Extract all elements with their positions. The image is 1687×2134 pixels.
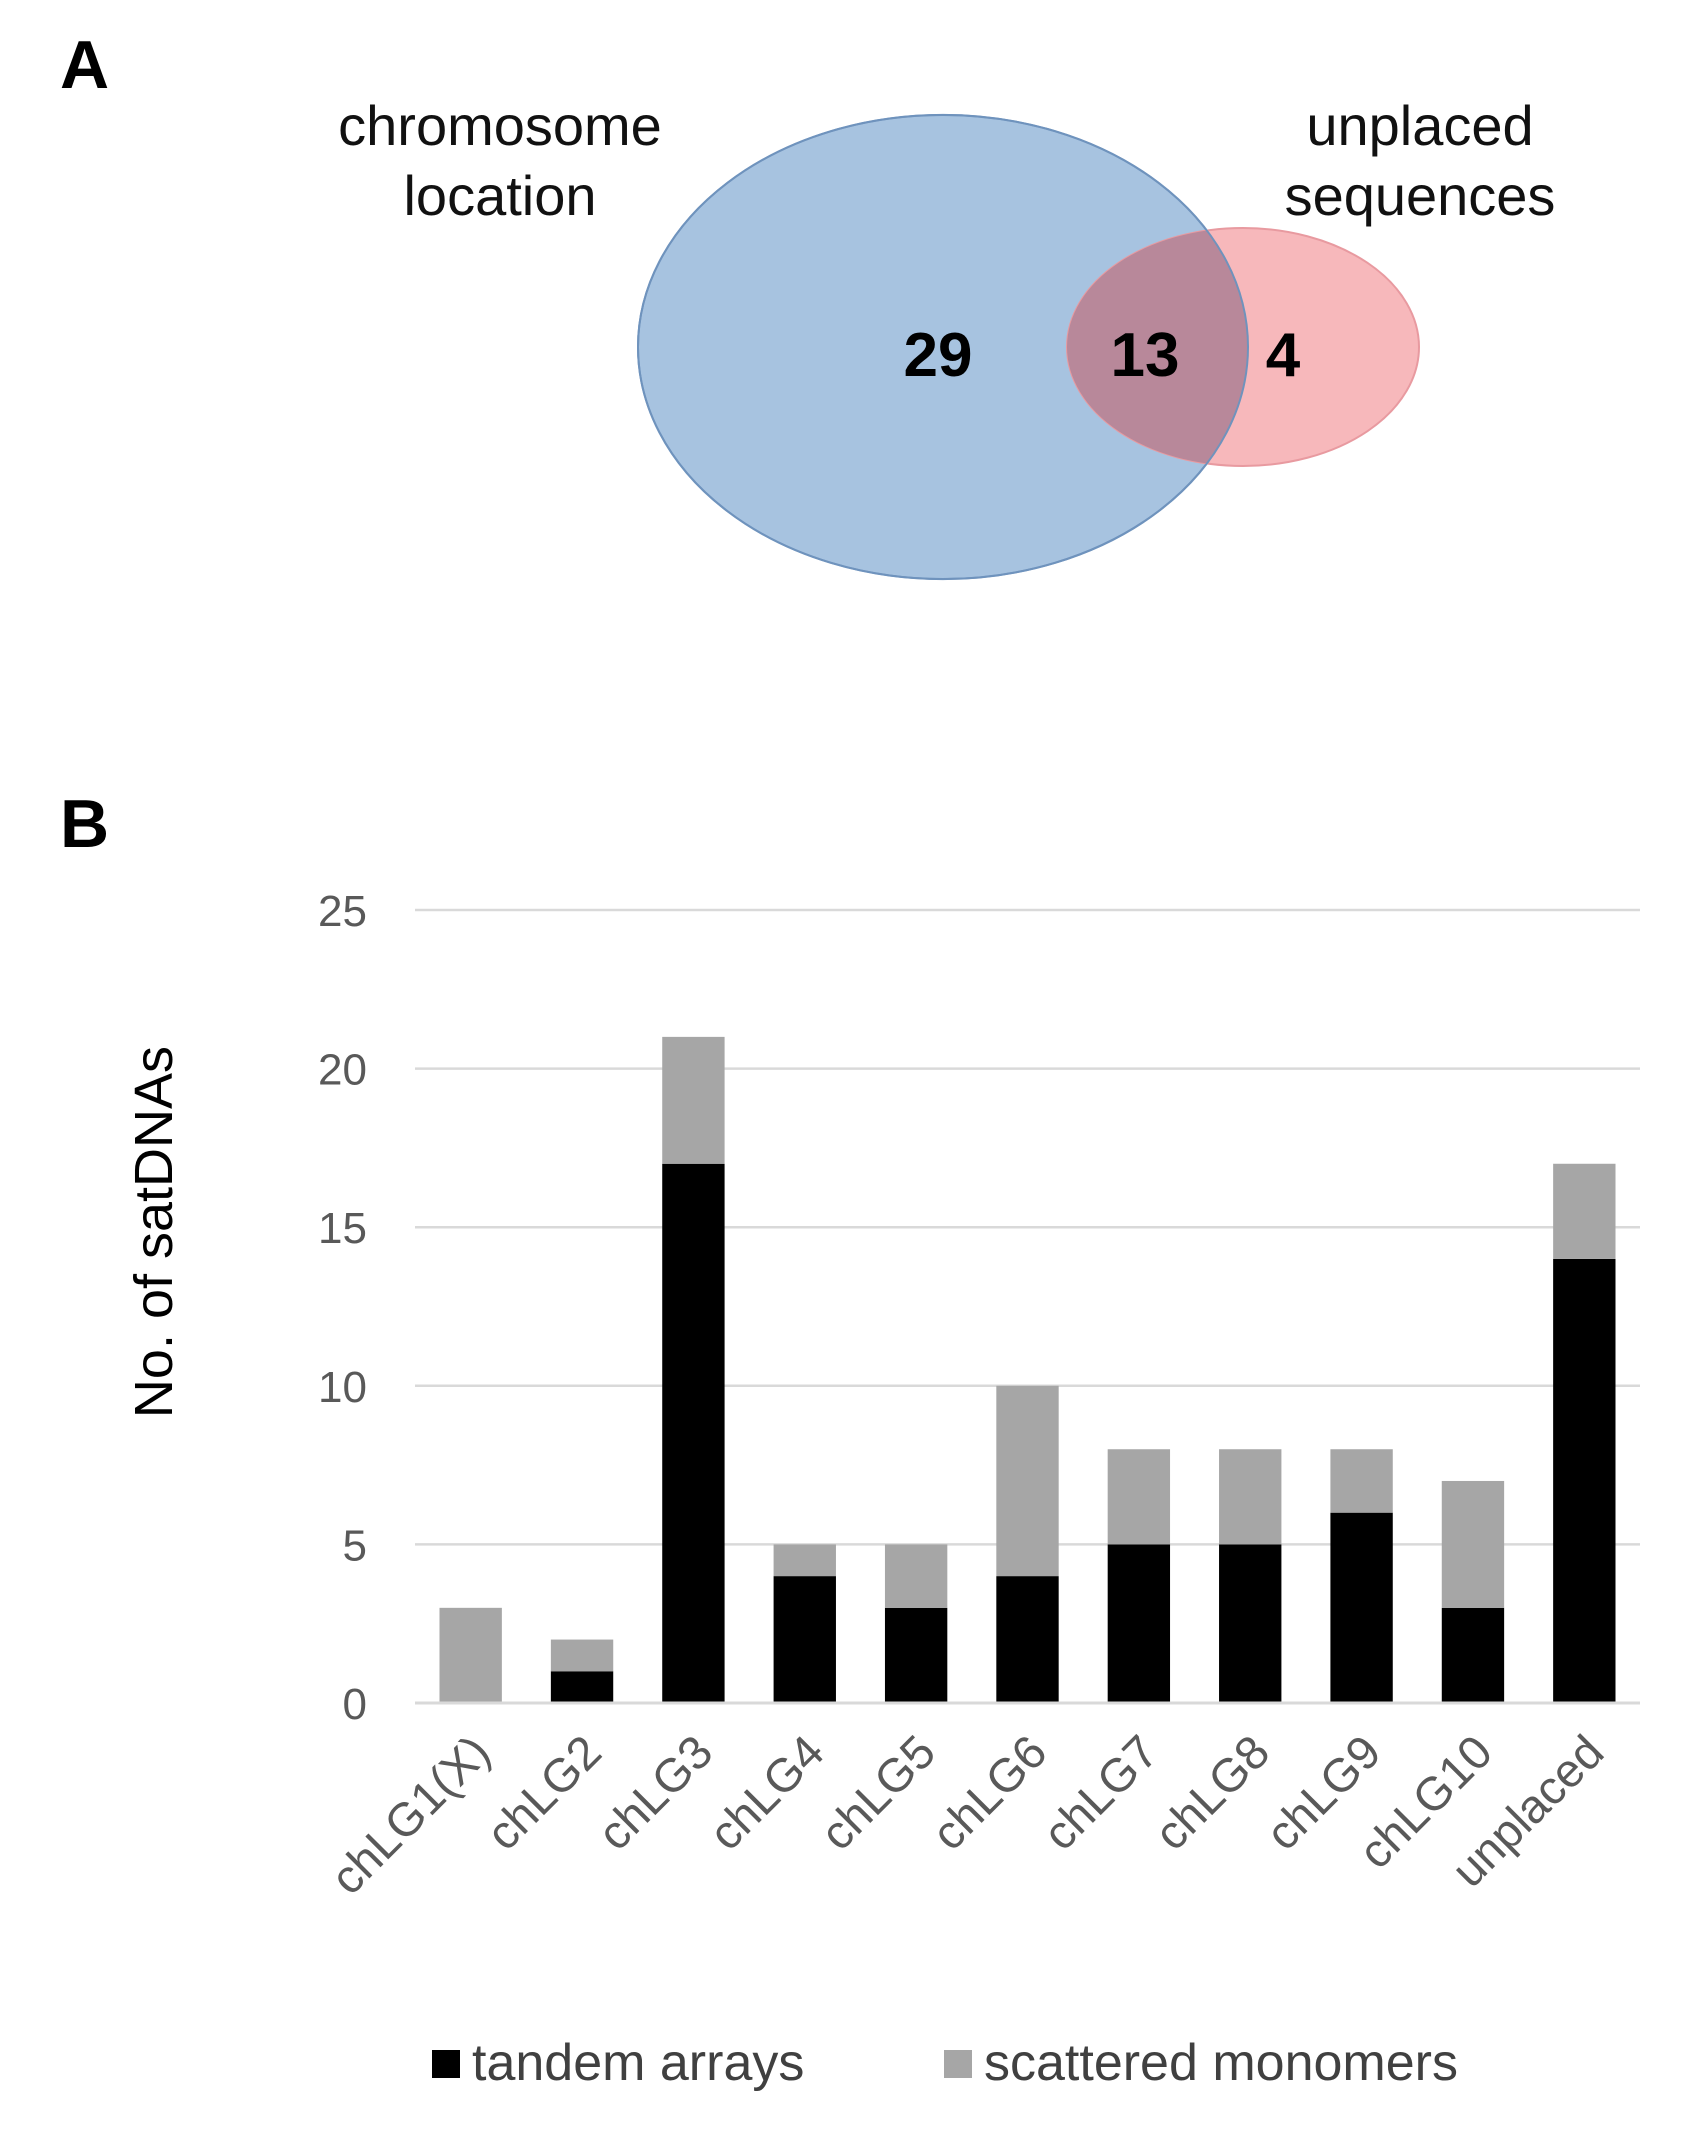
venn-left-outline [637,114,1250,580]
bar-tandem-arrays-chLG3 [662,1163,725,1703]
bar-scattered-monomers-unplaced [1553,1163,1616,1259]
y-tick-label: 25 [318,887,367,936]
x-category-label: chLG6 [921,1725,1056,1860]
panel-b-letter: B [60,786,109,862]
bar-tandem-arrays-chLG9 [1330,1512,1393,1703]
bar-scattered-monomers-chLG5 [884,1544,948,1608]
legend-swatch-scattered-monomers [944,2050,972,2078]
x-category-label: chLG5 [810,1725,945,1860]
x-category-label: chLG8 [1144,1725,1279,1860]
venn-overlap-count: 13 [1111,321,1180,390]
legend-label-scattered-monomers: scattered monomers [984,2034,1458,2092]
venn-right-label-line-2: sequences [1285,164,1556,227]
bar-tandem-arrays-chLG6 [996,1576,1059,1703]
legend-swatch-tandem-arrays [432,2050,460,2078]
venn-overlap [1067,228,1248,466]
x-category-label: chLG4 [698,1725,833,1860]
bar-scattered-monomers-chLG1(X) [439,1607,502,1703]
chart-bars [439,1036,1616,1703]
venn-left-only-count: 29 [904,321,973,390]
bar-tandem-arrays-chLG7 [1107,1544,1171,1703]
y-tick-label: 20 [318,1046,367,1095]
chart-legend: tandem arrays scattered monomers [432,2034,1458,2092]
bar-scattered-monomers-chLG9 [1330,1449,1393,1513]
x-axis-category-labels: chLG1(X)chLG2chLG3chLG4chLG5chLG6chLG7ch… [320,1725,1613,1905]
panel-a-letter: A [60,27,109,103]
legend-label-tandem-arrays: tandem arrays [472,2034,804,2092]
bar-scattered-monomers-chLG2 [550,1639,614,1672]
venn-right-only-count: 4 [1266,321,1301,390]
x-category-label: chLG2 [476,1725,611,1860]
bar-tandem-arrays-chLG8 [1219,1544,1282,1703]
bar-scattered-monomers-chLG3 [662,1036,725,1164]
panel-a: A chromosome location unplaced sequences… [60,27,1556,580]
x-category-label: chLG1(X) [320,1725,500,1905]
bar-scattered-monomers-chLG10 [1441,1480,1505,1608]
venn-left-label-line-2: location [403,164,596,227]
bar-scattered-monomers-chLG7 [1107,1449,1171,1545]
bar-scattered-monomers-chLG8 [1219,1449,1282,1545]
y-axis-tick-labels: 0 5 10 15 20 25 [318,887,367,1729]
bar-tandem-arrays-unplaced [1553,1258,1616,1703]
venn-left-label-line-1: chromosome [338,94,662,157]
bar-tandem-arrays-chLG5 [884,1607,948,1703]
bar-tandem-arrays-chLG4 [773,1576,836,1703]
y-tick-label: 15 [318,1204,367,1253]
bar-scattered-monomers-chLG6 [996,1385,1059,1577]
bar-scattered-monomers-chLG4 [773,1544,836,1577]
venn-right-label-line-1: unplaced [1306,94,1533,157]
y-axis-title: No. of satDNAs [124,1046,184,1418]
y-tick-label: 0 [343,1680,367,1729]
bar-tandem-arrays-chLG2 [550,1671,614,1703]
x-category-label: chLG3 [587,1725,722,1860]
y-tick-label: 10 [318,1363,367,1412]
y-tick-label: 5 [343,1521,367,1570]
bar-tandem-arrays-chLG10 [1441,1607,1505,1703]
x-category-label: chLG7 [1033,1725,1168,1860]
venn-diagram: chromosome location unplaced sequences 2… [338,94,1556,580]
